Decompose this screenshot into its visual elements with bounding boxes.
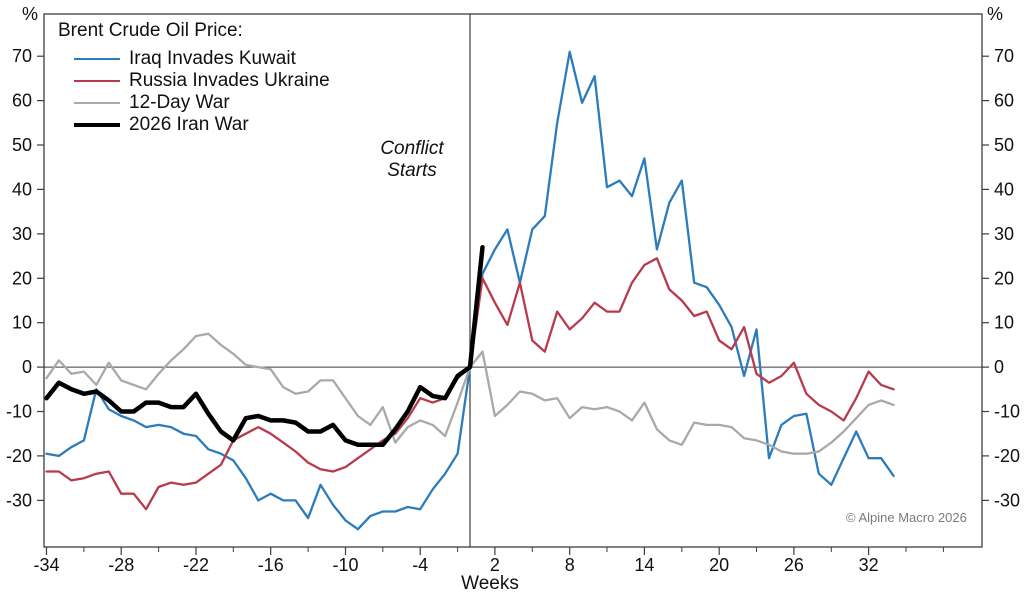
y-tick-label-right: 0 [994, 357, 1004, 377]
x-tick-label: -34 [33, 555, 59, 575]
y-tick-label-left: -30 [6, 490, 32, 510]
legend-line-sample-black [74, 123, 120, 127]
y-tick-label-left: 10 [12, 313, 32, 333]
x-tick-label: -16 [258, 555, 284, 575]
legend-line-sample-blue [74, 58, 120, 60]
y-tick-label-left: 70 [12, 46, 32, 66]
legend-item-12-day-war: 12-Day War [58, 92, 330, 114]
conflict-starts-line1: Conflict [380, 138, 444, 159]
y-tick-label-right: 10 [994, 313, 1014, 333]
copyright-note: © Alpine Macro 2026 [846, 510, 967, 525]
legend-item-label: 12-Day War [129, 92, 230, 113]
y-tick-label-left: -10 [6, 402, 32, 422]
y-tick-label-left: -20 [6, 446, 32, 466]
y-tick-label-right: 30 [994, 224, 1014, 244]
y-tick-label-right: 60 [994, 91, 1014, 111]
x-tick-label: 20 [709, 555, 729, 575]
x-axis-title: Weeks [461, 573, 519, 594]
y-tick-label-left: 20 [12, 268, 32, 288]
y-tick-label-right: -20 [994, 446, 1020, 466]
x-tick-label: -28 [108, 555, 134, 575]
right-axis-unit-label: % [987, 4, 1003, 24]
x-tick-label: 32 [859, 555, 879, 575]
plot-border [43, 13, 983, 548]
y-tick-label-right: 40 [994, 179, 1014, 199]
x-tick-label: -4 [412, 555, 428, 575]
left-axis-unit-label: % [22, 4, 38, 24]
y-tick-label-left: 60 [12, 91, 32, 111]
conflict-starts-annotation: Conflict Starts [356, 138, 468, 182]
y-tick-label-left: 0 [22, 357, 32, 377]
legend-item-label: Russia Invades Ukraine [129, 70, 330, 91]
y-tick-label-right: 50 [994, 135, 1014, 155]
legend: Brent Crude Oil Price: Iraq Invades Kuwa… [58, 20, 330, 136]
legend-item-iraq-invades-kuwait: Iraq Invades Kuwait [58, 48, 330, 70]
y-tick-label-right: 20 [994, 268, 1014, 288]
legend-line-sample-red [74, 80, 120, 82]
y-tick-label-left: 30 [12, 224, 32, 244]
legend-item-label: 2026 Iran War [129, 114, 249, 135]
conflict-starts-line2: Starts [387, 160, 437, 181]
x-tick-label: 8 [565, 555, 575, 575]
legend-line-sample-gray [74, 102, 120, 104]
y-tick-label-right: -30 [994, 490, 1020, 510]
x-tick-label: 14 [634, 555, 654, 575]
x-tick-label: 2 [490, 555, 500, 575]
y-tick-label-left: 40 [12, 179, 32, 199]
legend-item-russia-invades-ukraine: Russia Invades Ukraine [58, 70, 330, 92]
x-tick-label: 26 [784, 555, 804, 575]
x-tick-label: -10 [332, 555, 358, 575]
legend-item-label: Iraq Invades Kuwait [129, 48, 296, 69]
y-tick-label-right: -10 [994, 402, 1020, 422]
x-tick-label: -22 [183, 555, 209, 575]
legend-item-2026-iran-war: 2026 Iran War [58, 114, 330, 136]
y-tick-label-right: 70 [994, 46, 1014, 66]
series-iran-war-2026 [44, 244, 485, 448]
y-tick-label-left: 50 [12, 135, 32, 155]
legend-title: Brent Crude Oil Price: [58, 20, 243, 41]
